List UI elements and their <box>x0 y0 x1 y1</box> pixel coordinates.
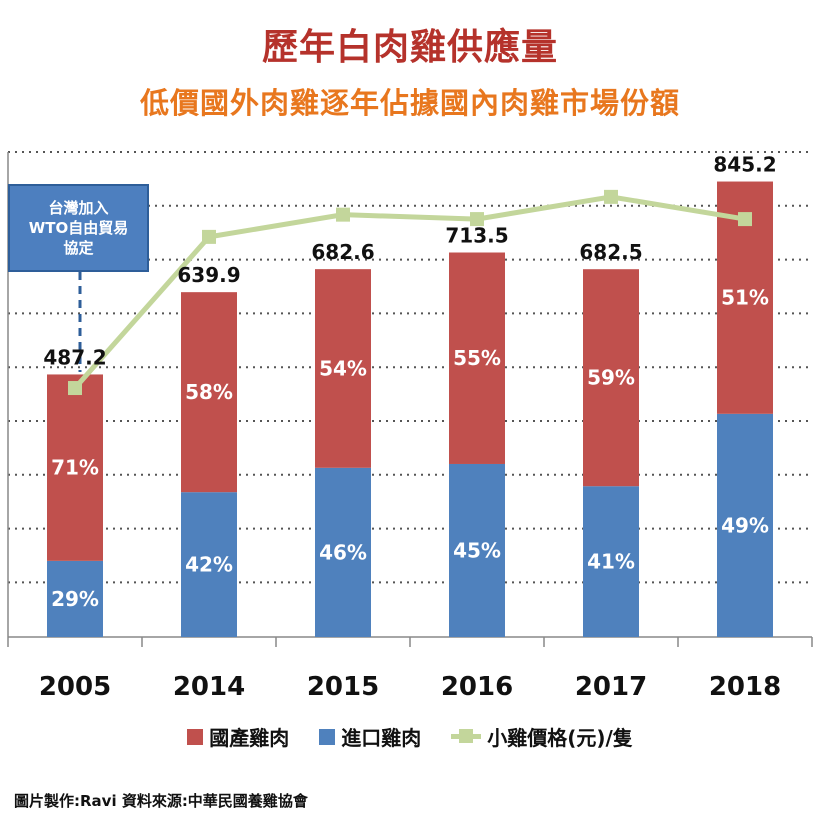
price-line <box>73 194 746 390</box>
bar-label-imported: 29% <box>51 587 99 611</box>
bar-domestic <box>449 252 505 464</box>
price-point <box>336 207 350 222</box>
bar-label-imported: 46% <box>319 540 367 564</box>
bar-imported <box>583 486 639 637</box>
bar-imported <box>315 467 371 637</box>
total-label: 845.2 <box>713 153 776 177</box>
bar-label-domestic: 51% <box>721 286 769 310</box>
price-point <box>604 189 618 204</box>
price-point <box>470 212 484 227</box>
legend-label: 進口雞肉 <box>341 726 422 750</box>
bar-label-domestic: 54% <box>319 356 367 380</box>
x-tick-label: 2005 <box>39 672 111 702</box>
price-point <box>68 381 82 396</box>
legend-label: 小雞價格(元)/隻 <box>487 726 633 750</box>
bar-imported <box>717 413 773 637</box>
legend-swatch-price <box>451 729 482 743</box>
legend-swatch-domestic <box>187 728 204 745</box>
total-label: 682.6 <box>311 240 374 264</box>
bar-domestic <box>181 292 237 493</box>
source-footer: 圖片製作:Ravi 資料來源:中華民國養雞協會 <box>14 792 308 810</box>
bar-label-domestic: 55% <box>453 346 501 370</box>
price-point <box>738 212 752 227</box>
x-tick-label: 2017 <box>575 672 647 702</box>
x-tick-label: 2015 <box>307 672 379 702</box>
legend-item-imported: 進口雞肉 <box>319 722 421 751</box>
total-label: 639.9 <box>177 263 240 287</box>
total-label: 713.5 <box>445 224 508 248</box>
bar-label-imported: 49% <box>721 513 769 537</box>
x-tick-label: 2014 <box>173 672 245 702</box>
total-label: 682.5 <box>579 240 642 264</box>
bar-imported <box>449 463 505 637</box>
price-point <box>202 229 216 244</box>
bar-domestic <box>47 374 103 561</box>
bar-imported <box>181 492 237 637</box>
x-tick-label: 2018 <box>709 672 781 702</box>
bar-domestic <box>583 269 639 487</box>
chart-subtitle: 低價國外肉雞逐年佔據國內肉雞市場份額 <box>139 86 680 120</box>
legend-swatch-imported <box>319 728 336 745</box>
wto-callout: 台灣加入 WTO自由貿易 協定 <box>8 184 149 272</box>
chart-legend: 國產雞肉 進口雞肉 小雞價格(元)/隻 <box>0 722 820 751</box>
chart-title: 歷年白肉雞供應量 <box>261 27 558 68</box>
bar-label-domestic: 71% <box>51 456 99 480</box>
bar-domestic <box>315 269 371 468</box>
bar-label-imported: 41% <box>587 550 635 574</box>
bar-label-imported: 45% <box>453 538 501 562</box>
legend-label: 國產雞肉 <box>209 726 290 750</box>
bar-label-domestic: 59% <box>587 366 635 390</box>
bar-imported <box>47 560 103 637</box>
legend-item-domestic: 國產雞肉 <box>187 722 289 751</box>
total-label: 487.2 <box>43 345 106 369</box>
bar-label-imported: 42% <box>185 553 233 577</box>
legend-item-price: 小雞價格(元)/隻 <box>451 722 633 751</box>
bar-label-domestic: 58% <box>185 380 233 404</box>
x-tick-label: 2016 <box>441 672 513 702</box>
